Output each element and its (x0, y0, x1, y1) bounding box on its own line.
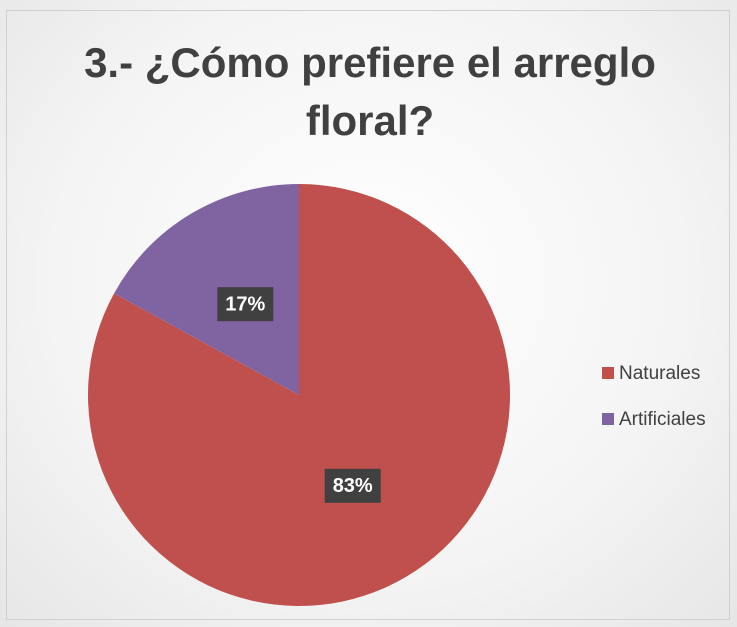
pie-slice (114, 184, 299, 395)
data-label-box (217, 287, 274, 322)
legend-swatch (602, 413, 614, 425)
chart-border (6, 10, 730, 620)
chart-title: 3.- ¿Cómo prefiere el arreglo floral? (84, 39, 656, 144)
data-label-box (324, 468, 381, 503)
data-label: 17% (225, 293, 265, 315)
data-label: 83% (333, 475, 373, 497)
legend-label: Artificiales (619, 409, 706, 430)
legend-swatch (602, 367, 614, 379)
legend-label: Naturales (619, 363, 700, 384)
